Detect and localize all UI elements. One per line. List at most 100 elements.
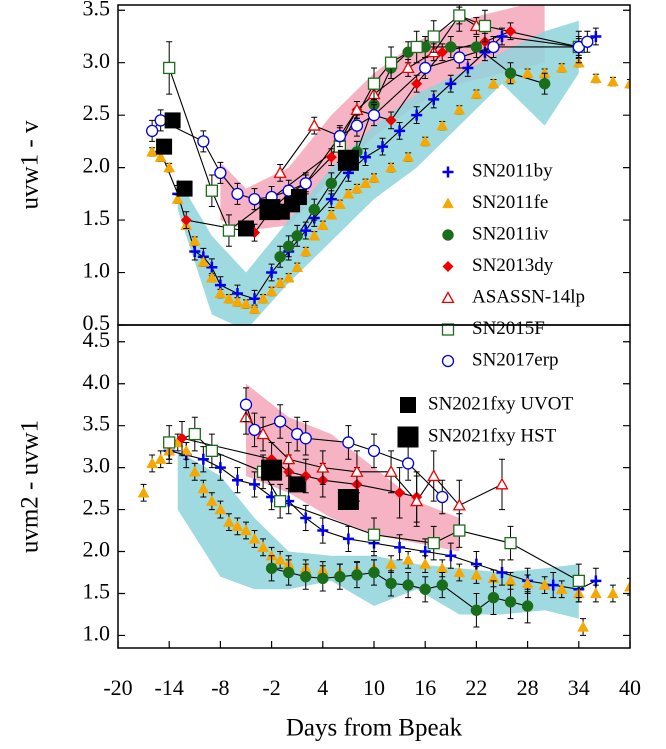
- marker: [400, 397, 416, 413]
- marker: [256, 427, 270, 440]
- marker: [290, 189, 307, 205]
- marker: [231, 520, 244, 532]
- marker: [436, 490, 449, 504]
- marker: [581, 35, 594, 48]
- marker: [299, 177, 312, 190]
- marker: [538, 579, 551, 590]
- series-line: [169, 433, 580, 582]
- marker: [180, 214, 192, 226]
- marker: [410, 494, 424, 507]
- marker: [538, 77, 551, 90]
- marker: [176, 432, 188, 444]
- marker: [590, 575, 602, 587]
- marker: [577, 621, 589, 632]
- marker: [470, 568, 483, 580]
- marker: [180, 444, 193, 456]
- x-tick-label: 40: [619, 675, 641, 700]
- y-tick-label: 3.5: [83, 0, 111, 20]
- marker: [402, 553, 415, 565]
- marker: [394, 541, 406, 553]
- marker: [316, 460, 330, 473]
- marker: [197, 482, 210, 494]
- legend-label: SN2013dy: [472, 255, 554, 276]
- marker: [377, 141, 389, 153]
- marker: [411, 109, 423, 121]
- marker: [547, 579, 559, 591]
- marker: [419, 135, 432, 147]
- legend-label: SN2015F: [472, 318, 545, 339]
- marker: [350, 119, 364, 132]
- marker: [428, 93, 440, 105]
- marker: [487, 40, 500, 54]
- x-tick-label: 10: [363, 675, 385, 700]
- marker: [470, 41, 483, 53]
- marker: [248, 192, 261, 206]
- marker: [273, 415, 287, 428]
- marker: [308, 229, 321, 241]
- marker: [282, 271, 295, 283]
- marker: [214, 287, 227, 299]
- series-line: [245, 416, 503, 507]
- y-tick-label: 2.5: [83, 100, 111, 125]
- y-tick-label: 2.0: [83, 153, 111, 178]
- marker: [176, 180, 193, 197]
- marker: [442, 229, 454, 241]
- marker: [249, 293, 261, 305]
- y-tick-label: 4.0: [83, 369, 111, 394]
- marker: [145, 124, 159, 138]
- marker: [205, 184, 219, 197]
- marker: [308, 203, 321, 216]
- marker: [401, 61, 415, 74]
- x-tick-label: -14: [155, 675, 184, 700]
- y-tick-label: 2.0: [83, 537, 111, 562]
- marker: [411, 78, 423, 90]
- legend-label: SN2021fxy UVOT: [428, 393, 574, 414]
- marker: [590, 30, 602, 42]
- error-bar: [627, 577, 630, 596]
- x-tick-label: 22: [465, 675, 487, 700]
- marker: [300, 512, 312, 524]
- marker: [624, 77, 630, 89]
- marker: [273, 166, 287, 178]
- marker: [274, 553, 287, 565]
- legend-label: ASASSN-14lp: [472, 286, 585, 307]
- marker: [333, 129, 347, 143]
- marker: [441, 323, 455, 336]
- marker: [397, 426, 419, 448]
- marker: [521, 577, 534, 589]
- marker: [505, 25, 517, 37]
- marker: [589, 587, 602, 599]
- marker: [385, 577, 397, 590]
- y-tick-label: 3.5: [83, 411, 111, 436]
- marker: [325, 177, 338, 190]
- marker: [257, 541, 269, 552]
- marker: [419, 558, 432, 569]
- marker: [316, 219, 329, 230]
- marker: [325, 208, 338, 220]
- marker: [188, 465, 201, 477]
- y-tick-label: 0.5: [83, 310, 111, 335]
- marker: [146, 457, 159, 469]
- marker: [337, 489, 359, 511]
- marker: [442, 197, 454, 209]
- marker: [351, 569, 363, 581]
- marker: [410, 40, 423, 54]
- marker: [223, 516, 235, 527]
- marker: [402, 579, 414, 591]
- marker: [240, 298, 252, 309]
- marker: [342, 187, 355, 199]
- marker: [154, 114, 167, 127]
- marker: [445, 41, 457, 53]
- marker: [445, 550, 457, 562]
- marker: [384, 56, 398, 69]
- marker: [299, 245, 312, 257]
- marker: [265, 285, 278, 297]
- y-tick-label: 1.5: [83, 579, 111, 604]
- marker: [470, 604, 483, 616]
- marker: [249, 478, 261, 490]
- marker: [427, 30, 440, 43]
- marker: [163, 61, 176, 75]
- y-axis-label: uvw1 - v: [17, 120, 44, 209]
- y-tick-label: 1.5: [83, 205, 111, 230]
